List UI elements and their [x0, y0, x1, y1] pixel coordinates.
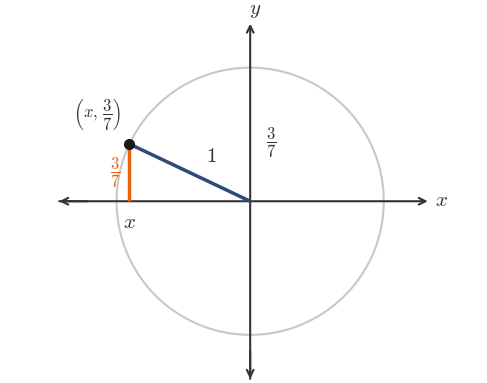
Text: $\dfrac{3}{7}$: $\dfrac{3}{7}$	[266, 126, 277, 160]
Text: $y$: $y$	[249, 1, 262, 20]
Text: $x$: $x$	[123, 213, 136, 232]
Text: $\dfrac{3}{7}$: $\dfrac{3}{7}$	[110, 155, 120, 190]
Text: $x$: $x$	[434, 192, 448, 210]
Text: $\left(x,\,\dfrac{3}{7}\right)$: $\left(x,\,\dfrac{3}{7}\right)$	[73, 97, 121, 132]
Text: $1$: $1$	[206, 147, 217, 167]
